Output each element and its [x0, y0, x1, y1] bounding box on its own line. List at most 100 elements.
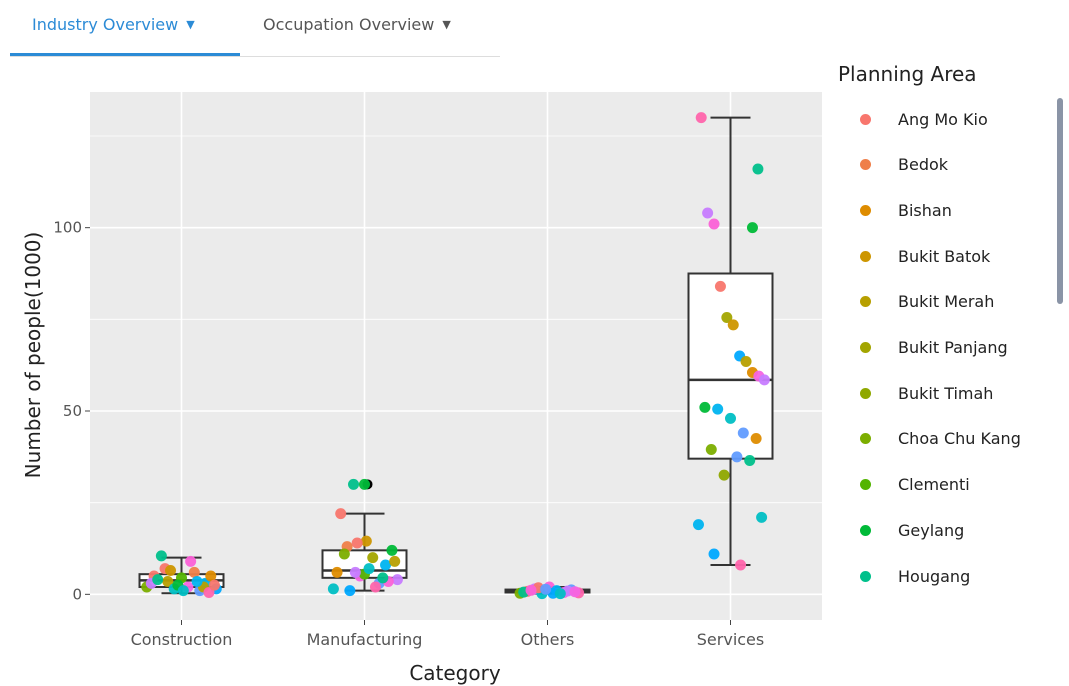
legend-item[interactable]: Choa Chu Kang	[860, 428, 1021, 450]
data-point	[727, 319, 739, 331]
legend-label: Bishan	[898, 200, 952, 220]
data-point	[152, 574, 164, 586]
data-points	[141, 112, 770, 600]
data-point	[756, 511, 768, 523]
legend-label: Bukit Timah	[898, 383, 994, 403]
tab-industry-overview[interactable]: Industry Overview ▼	[32, 10, 195, 38]
x-axis-label: Category	[409, 661, 501, 685]
legend-label: Hougang	[898, 566, 971, 586]
box-plot-chart: 0 50 100 Construction Manufacturing Others Se…	[21, 92, 822, 685]
x-tick-label: Construction	[131, 630, 233, 649]
x-axis-ticks: Construction Manufacturing Others Services	[131, 620, 764, 649]
data-point	[708, 218, 720, 230]
data-point	[721, 312, 733, 323]
legend-item[interactable]: Bishan	[860, 199, 952, 221]
data-point	[740, 356, 752, 367]
legend-dot-icon	[860, 524, 871, 536]
y-tick-label: 0	[72, 585, 82, 603]
iqr-box	[687, 272, 774, 460]
legend-label: Geylang	[898, 520, 965, 540]
data-point	[692, 519, 704, 531]
data-point	[752, 163, 764, 175]
data-point	[750, 433, 762, 444]
legend-item[interactable]: Bukit Batok	[860, 245, 990, 267]
data-point	[540, 583, 552, 595]
y-axis-ticks: 0 50 100	[53, 219, 90, 603]
data-point	[718, 469, 730, 481]
legend-dot-icon	[860, 113, 871, 125]
data-point	[712, 403, 724, 415]
legend-label: Bukit Batok	[898, 246, 991, 266]
data-point	[708, 548, 720, 560]
x-tick-label: Services	[697, 630, 764, 649]
data-point	[327, 583, 339, 595]
data-point	[702, 207, 714, 219]
legend-dot-icon	[860, 204, 871, 216]
data-point	[554, 588, 566, 600]
data-point	[185, 555, 197, 567]
data-point	[705, 444, 717, 455]
legend-dot-icon	[860, 570, 871, 582]
data-point	[348, 478, 360, 490]
legend-dot-icon	[860, 433, 871, 445]
data-point	[525, 584, 537, 596]
x-tick-label: Others	[521, 630, 575, 649]
data-point	[177, 585, 189, 597]
data-point	[377, 572, 389, 584]
data-point	[746, 222, 758, 234]
tab-occupation-overview-label: Occupation Overview	[263, 14, 435, 34]
data-point	[367, 552, 379, 564]
data-point	[331, 566, 343, 578]
data-point	[338, 548, 350, 560]
legend-label: Bukit Merah	[898, 292, 995, 312]
data-point	[363, 563, 375, 575]
legend-dot-icon	[860, 387, 871, 399]
legend-dot-icon	[860, 479, 871, 491]
legend-item[interactable]: Bukit Timah	[860, 382, 993, 404]
y-tick-label: 100	[53, 219, 82, 237]
data-point	[335, 508, 347, 520]
data-point	[391, 574, 403, 586]
data-point	[208, 579, 220, 591]
legend-dot-icon	[860, 250, 871, 262]
legend-label: Clementi	[898, 475, 970, 495]
legend-item[interactable]: Ang Mo Kio	[860, 108, 988, 130]
data-point	[351, 537, 363, 549]
legend-item[interactable]: Bedok	[860, 154, 948, 176]
data-point	[380, 559, 392, 571]
data-point	[191, 576, 203, 587]
data-point	[737, 427, 749, 439]
legend-scrollbar[interactable]	[1057, 98, 1063, 304]
legend-label: Ang Mo Kio	[898, 109, 988, 129]
box-services	[687, 116, 774, 566]
legend-item[interactable]: Bukit Panjang	[860, 337, 1008, 359]
legend-label: Bukit Panjang	[898, 338, 1008, 357]
data-point	[155, 550, 167, 562]
data-point	[360, 535, 372, 547]
legend-label: Bedok	[898, 155, 949, 175]
data-point	[714, 280, 726, 292]
data-point	[699, 401, 711, 413]
legend-dot-icon	[860, 342, 871, 353]
data-point	[758, 374, 770, 386]
data-point	[744, 455, 756, 466]
data-point	[188, 566, 200, 578]
data-point	[725, 412, 736, 424]
legend-dot-icon	[860, 159, 871, 171]
legend-item[interactable]: Hougang	[860, 565, 970, 587]
y-axis-label: Number of people(1000)	[21, 232, 45, 479]
tab-industry-overview-label: Industry Overview	[32, 14, 179, 34]
legend-item[interactable]: Bukit Merah	[860, 291, 994, 313]
legend-item[interactable]: Clementi	[860, 474, 970, 496]
data-point	[389, 555, 401, 567]
y-tick-label: 50	[63, 402, 82, 420]
data-point	[344, 585, 356, 597]
data-point	[695, 112, 707, 124]
caret-down-icon: ▼	[442, 17, 451, 31]
x-tick-label: Manufacturing	[307, 630, 423, 649]
data-point	[205, 570, 217, 582]
legend-item[interactable]: Geylang	[860, 519, 964, 541]
tab-occupation-overview[interactable]: Occupation Overview ▼	[263, 10, 451, 38]
data-point	[369, 581, 381, 593]
legend-title: Planning Area	[838, 62, 977, 86]
